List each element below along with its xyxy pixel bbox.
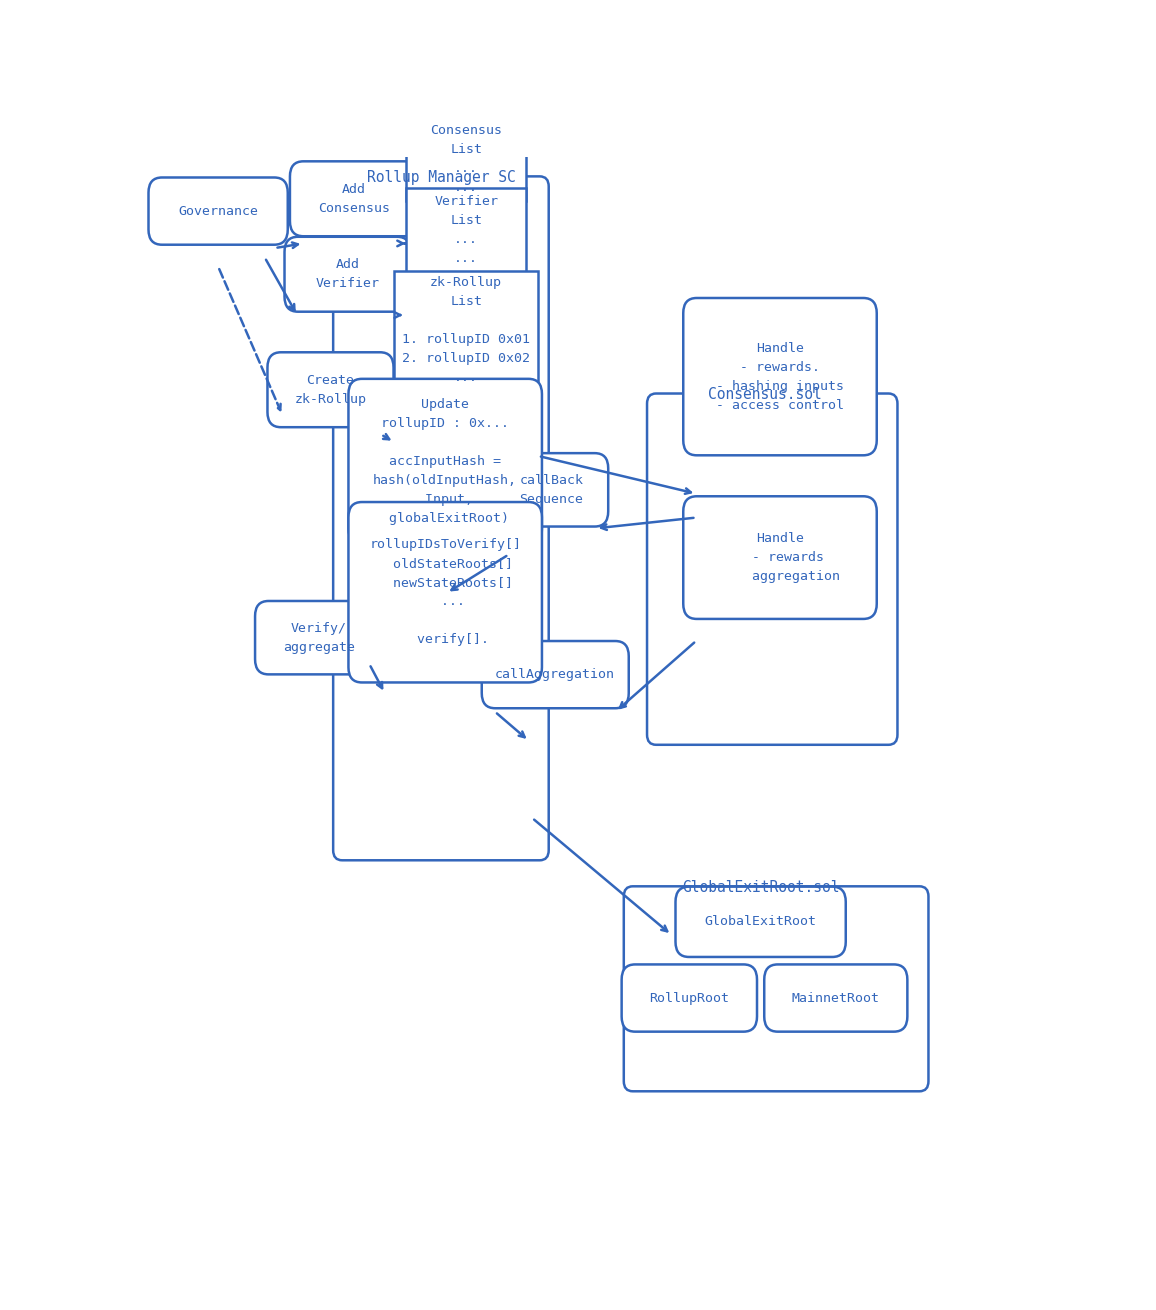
FancyBboxPatch shape: [333, 177, 549, 861]
Text: Verifier
List
...
...: Verifier List ... ...: [435, 195, 498, 266]
Text: Consensus.sol: Consensus.sol: [707, 386, 822, 402]
FancyBboxPatch shape: [148, 177, 288, 245]
FancyBboxPatch shape: [683, 496, 876, 618]
FancyBboxPatch shape: [764, 964, 907, 1032]
Text: Rollup Manager SC: Rollup Manager SC: [366, 170, 516, 185]
Text: Handle
- rewards.
- hashing inputs
- access control: Handle - rewards. - hashing inputs - acc…: [716, 342, 844, 411]
Text: Update
rollupID : 0x...

accInputHash =
hash(oldInputHash,
 Input,
 globalExitRo: Update rollupID : 0x... accInputHash = h…: [373, 398, 517, 525]
FancyBboxPatch shape: [622, 964, 757, 1032]
FancyBboxPatch shape: [284, 237, 410, 312]
FancyBboxPatch shape: [406, 117, 526, 202]
FancyBboxPatch shape: [348, 502, 542, 683]
FancyBboxPatch shape: [624, 887, 928, 1091]
Text: callBack
Sequence: callBack Sequence: [519, 474, 584, 506]
Text: zk-Rollup
List

1. rollupID 0x01
2. rollupID 0x02
...: zk-Rollup List 1. rollupID 0x01 2. rollu…: [402, 276, 531, 384]
FancyBboxPatch shape: [267, 352, 393, 427]
FancyBboxPatch shape: [482, 641, 629, 709]
Text: callAggregation: callAggregation: [495, 668, 615, 681]
FancyBboxPatch shape: [647, 393, 897, 745]
FancyBboxPatch shape: [348, 379, 542, 544]
Text: Create
zk-Rollup: Create zk-Rollup: [295, 373, 366, 406]
Text: rollupIDsToVerify[]
  oldStateRoots[]
  newStateRoots[]
  ...

  verify[].: rollupIDsToVerify[] oldStateRoots[] newS…: [369, 538, 521, 646]
Text: Governance: Governance: [178, 204, 258, 217]
Text: GlobalExitRoot: GlobalExitRoot: [705, 916, 816, 929]
FancyBboxPatch shape: [495, 453, 608, 527]
FancyBboxPatch shape: [683, 297, 876, 456]
Text: Handle
  - rewards
    aggregation: Handle - rewards aggregation: [720, 532, 840, 583]
FancyBboxPatch shape: [394, 271, 538, 390]
Text: Verify/
aggregate: Verify/ aggregate: [283, 622, 355, 654]
Text: Consensus
List
...
...: Consensus List ... ...: [430, 123, 502, 194]
Text: RollupRoot: RollupRoot: [650, 992, 729, 1005]
FancyBboxPatch shape: [675, 887, 846, 958]
Text: GlobalExitRoot.sol: GlobalExitRoot.sol: [682, 879, 839, 895]
Text: Add
Verifier: Add Verifier: [316, 258, 379, 291]
FancyBboxPatch shape: [290, 161, 417, 236]
FancyBboxPatch shape: [255, 601, 383, 675]
Text: Add
Consensus: Add Consensus: [318, 183, 390, 215]
FancyBboxPatch shape: [406, 189, 526, 272]
Text: MainnetRoot: MainnetRoot: [792, 992, 880, 1005]
